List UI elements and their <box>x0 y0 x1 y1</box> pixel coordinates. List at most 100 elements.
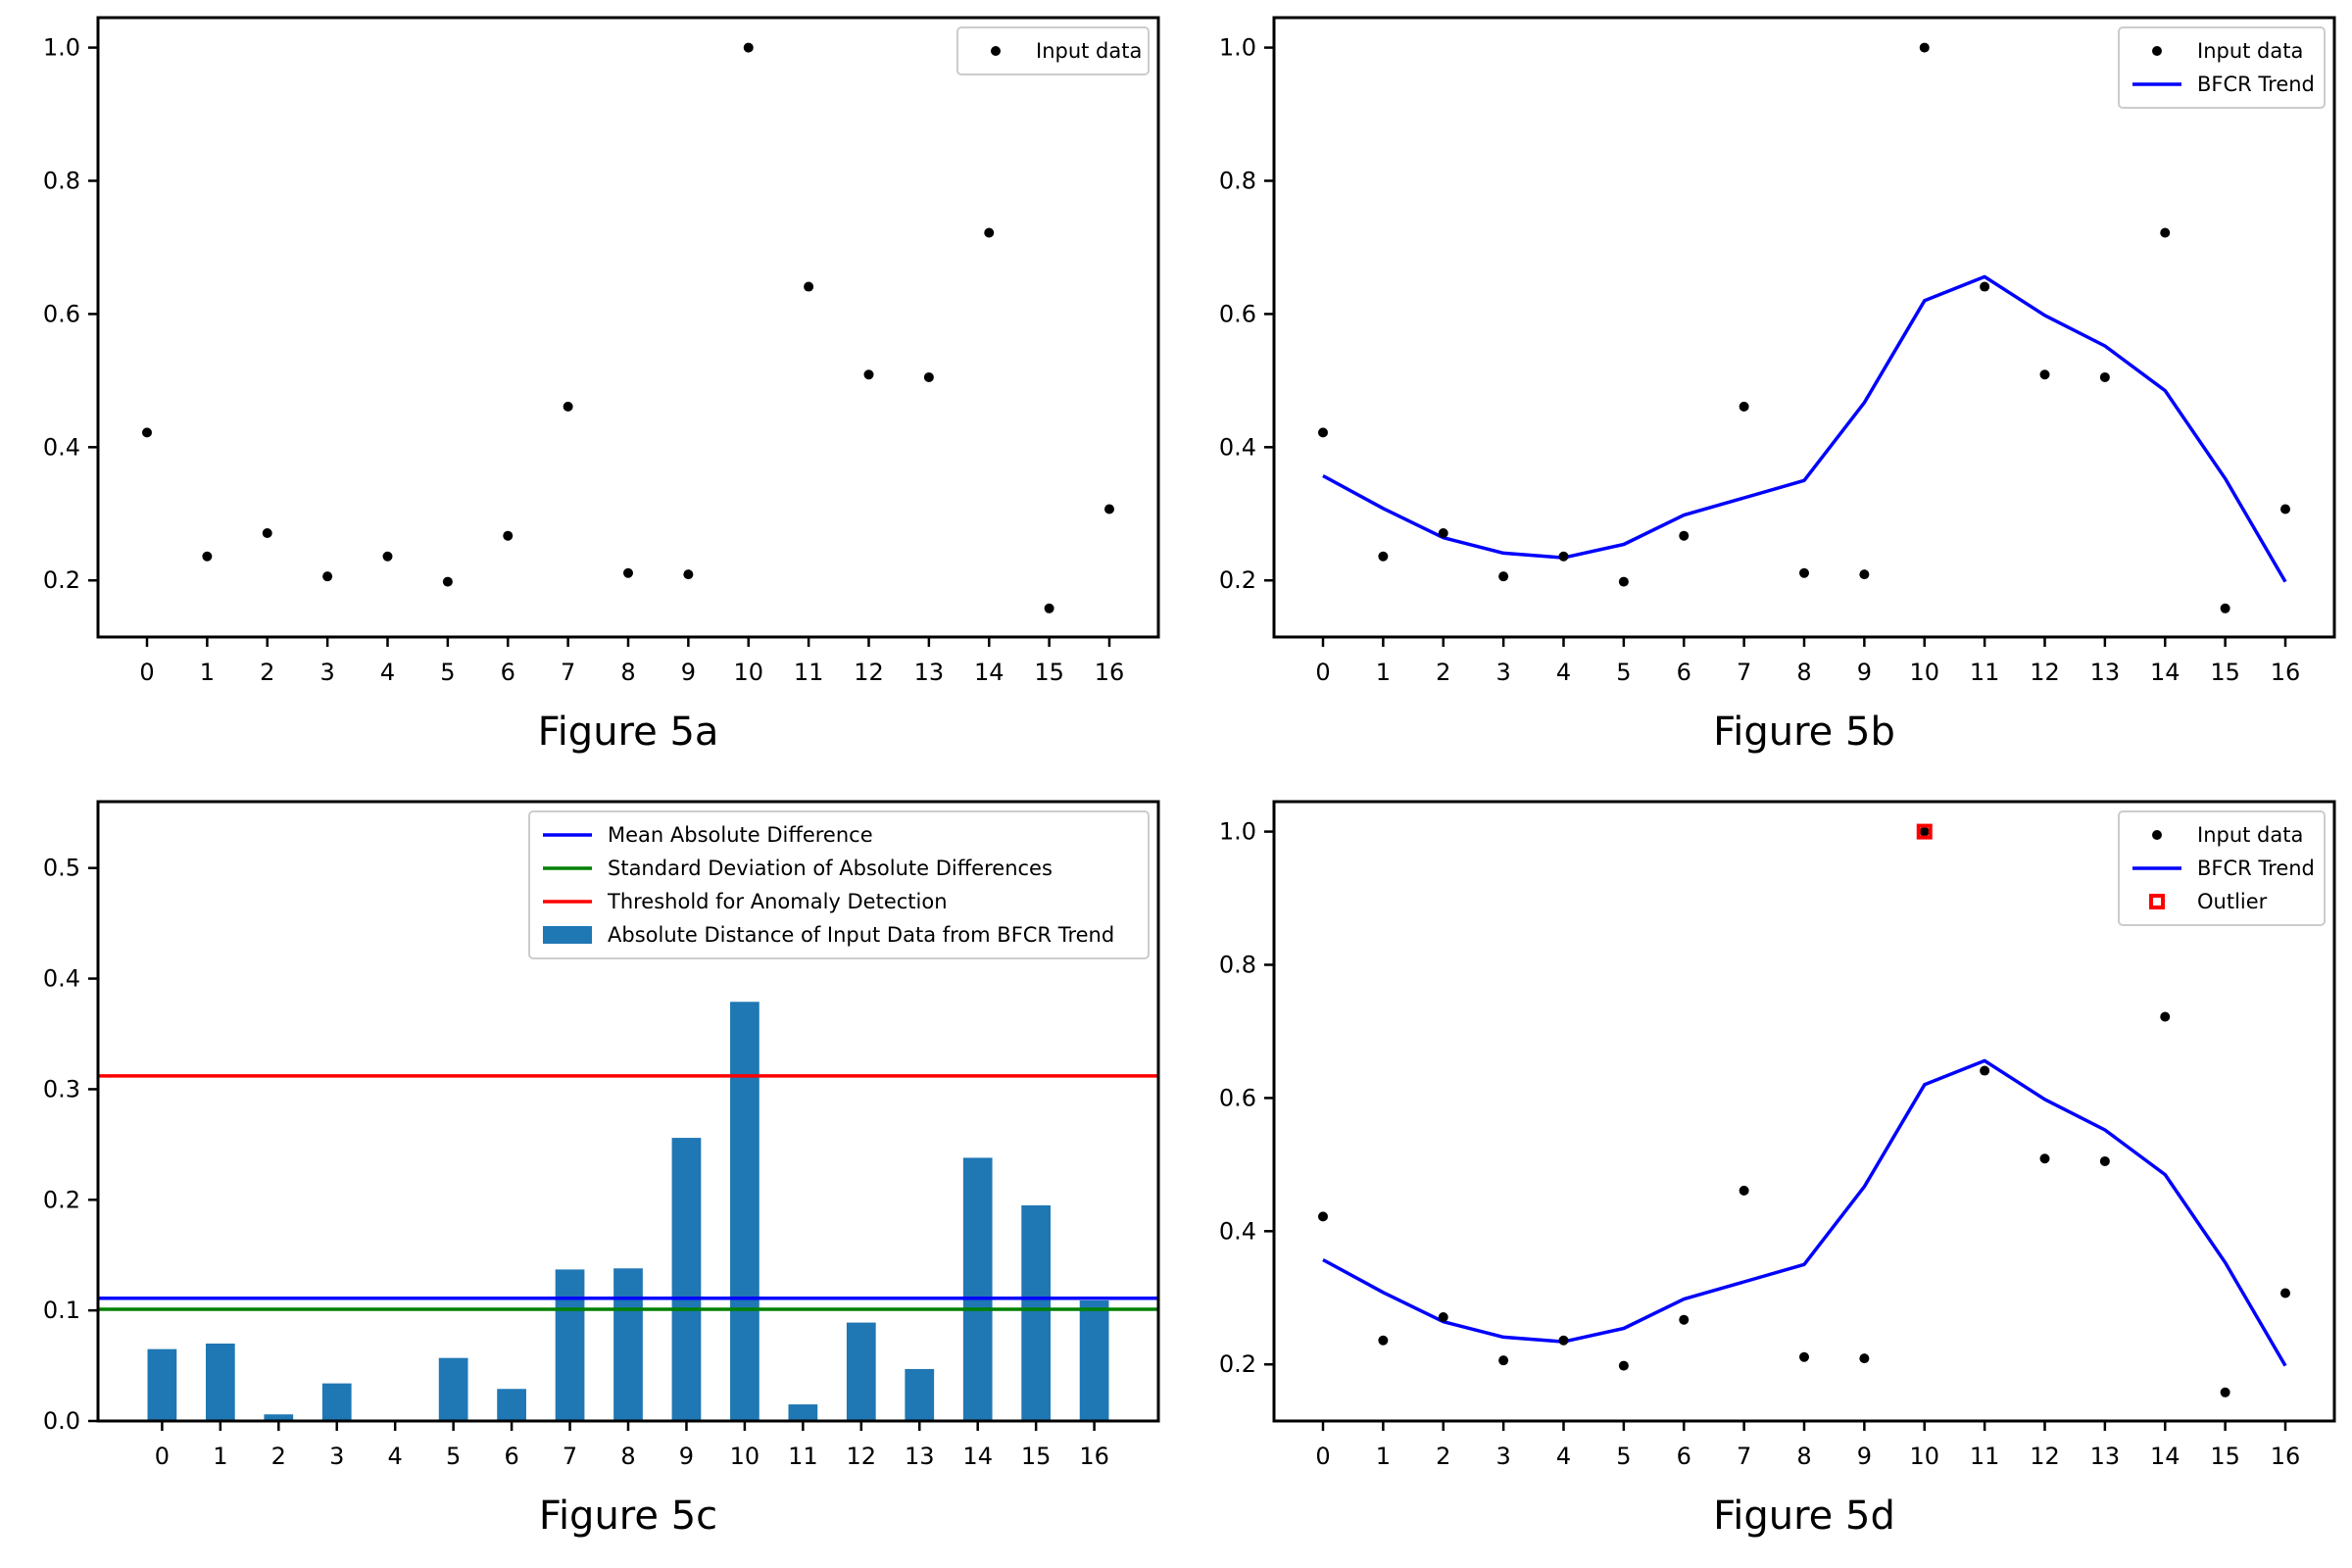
data-point <box>503 530 514 541</box>
legend-marker-point <box>991 46 1001 56</box>
data-point <box>202 551 213 562</box>
data-point <box>2099 1155 2110 1166</box>
legend: Input data BFCR Trend Outlier <box>2118 810 2326 926</box>
x-tick-label: 10 <box>730 1443 760 1470</box>
data-point <box>1679 1314 1690 1325</box>
data-point <box>683 569 694 580</box>
x-tick-label: 16 <box>2271 1443 2301 1470</box>
data-point <box>1378 551 1389 562</box>
bar <box>205 1344 235 1421</box>
x-tick-label: 14 <box>2150 1443 2180 1470</box>
x-tick-label: 4 <box>1556 1443 1571 1470</box>
x-tick-label: 15 <box>2210 659 2240 686</box>
data-point <box>2220 603 2230 613</box>
data-point <box>2039 1153 2050 1164</box>
y-tick-label: 0.8 <box>1219 167 1256 194</box>
x-tick-label: 1 <box>213 1443 227 1470</box>
legend-label: BFCR Trend <box>2197 857 2315 880</box>
y-tick-label: 0.2 <box>43 566 80 594</box>
bar <box>321 1383 352 1421</box>
data-point <box>1739 1185 1749 1196</box>
bar <box>1021 1204 1052 1421</box>
trend-line <box>1322 1058 2287 1367</box>
x-tick-label: 1 <box>200 659 215 686</box>
y-tick-label: 0.2 <box>43 1186 80 1213</box>
data-point <box>1980 1065 1990 1076</box>
x-tick-label: 4 <box>388 1443 403 1470</box>
data-point <box>1919 42 1930 53</box>
bar <box>1079 1299 1109 1421</box>
data-point <box>2160 1011 2171 1022</box>
data-point <box>1739 401 1749 412</box>
x-tick-label: 3 <box>1495 1443 1510 1470</box>
legend-box <box>528 810 1150 959</box>
x-tick-label: 3 <box>1495 659 1510 686</box>
x-tick-label: 13 <box>2090 1443 2121 1470</box>
legend-marker-outlier <box>2149 894 2165 909</box>
data-point <box>1438 527 1448 538</box>
data-point <box>1919 826 1930 837</box>
data-point <box>2039 369 2050 380</box>
y-tick-label: 0.4 <box>1219 1217 1256 1245</box>
data-point <box>1378 1335 1389 1346</box>
bar <box>962 1157 993 1421</box>
x-tick-label: 2 <box>1436 659 1450 686</box>
x-tick-label: 9 <box>681 659 696 686</box>
bar <box>264 1414 294 1421</box>
x-tick-label: 0 <box>139 659 154 686</box>
data-point <box>2160 227 2171 238</box>
x-tick-label: 5 <box>440 659 455 686</box>
y-tick-label: 0.6 <box>43 300 80 327</box>
x-tick-label: 11 <box>794 659 824 686</box>
y-tick-label: 1.0 <box>43 34 80 62</box>
x-tick-label: 1 <box>1376 659 1391 686</box>
x-tick-label: 13 <box>905 1443 935 1470</box>
axes-frame <box>1272 16 2336 639</box>
legend: Input data BFCR Trend <box>2118 26 2326 109</box>
data-point <box>1799 1351 1809 1362</box>
bar <box>846 1322 876 1421</box>
data-point <box>623 567 633 578</box>
data-point <box>1438 1311 1448 1322</box>
data-point <box>2099 371 2110 382</box>
x-tick-label: 12 <box>2030 1443 2060 1470</box>
figure-caption: Figure 5b <box>1713 710 1895 755</box>
x-tick-label: 15 <box>1034 659 1064 686</box>
data-point <box>923 371 934 382</box>
x-tick-label: 0 <box>1315 659 1330 686</box>
x-tick-label: 8 <box>620 1443 635 1470</box>
data-point <box>1859 569 1870 580</box>
bar <box>788 1404 818 1421</box>
y-tick-label: 0.6 <box>1219 300 1256 327</box>
y-tick-label: 0.5 <box>43 855 80 882</box>
x-tick-label: 7 <box>561 659 575 686</box>
data-point <box>1318 1211 1328 1222</box>
x-tick-label: 3 <box>319 659 334 686</box>
x-tick-label: 10 <box>1909 659 1939 686</box>
data-point <box>563 401 573 412</box>
x-tick-label: 5 <box>1616 1443 1631 1470</box>
x-tick-label: 0 <box>155 1443 170 1470</box>
bar <box>613 1268 643 1421</box>
data-point <box>1498 571 1509 582</box>
x-tick-label: 16 <box>2271 659 2301 686</box>
y-tick-label: 0.6 <box>1219 1084 1256 1111</box>
y-tick-label: 0.8 <box>1219 951 1256 978</box>
bar <box>555 1269 585 1421</box>
x-tick-label: 2 <box>1436 1443 1450 1470</box>
legend-box <box>2118 810 2326 926</box>
x-tick-label: 9 <box>1857 659 1872 686</box>
x-tick-label: 7 <box>1737 1443 1751 1470</box>
legend-marker-point <box>2152 830 2162 840</box>
data-point <box>2280 504 2290 514</box>
x-tick-label: 8 <box>1796 659 1811 686</box>
x-tick-label: 14 <box>2150 659 2180 686</box>
x-tick-label: 14 <box>974 659 1004 686</box>
x-tick-label: 11 <box>1970 1443 2000 1470</box>
data-point <box>1618 1360 1629 1371</box>
y-tick-label: 0.3 <box>43 1075 80 1102</box>
y-tick-label: 0.2 <box>1219 566 1256 594</box>
bar <box>730 1002 760 1421</box>
x-tick-label: 12 <box>2030 659 2060 686</box>
bar <box>438 1357 468 1421</box>
